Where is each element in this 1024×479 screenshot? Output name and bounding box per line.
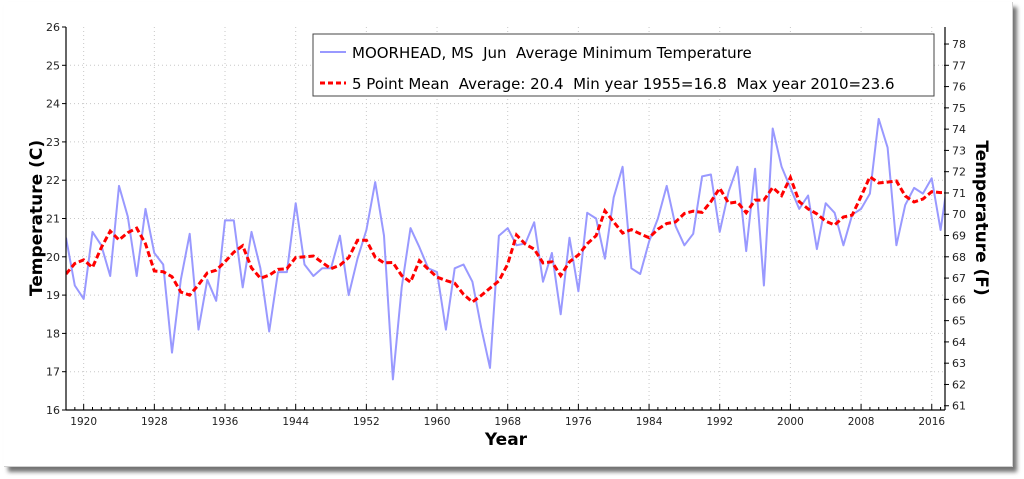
y-axis-left-ticks: 16 17 18 19 20 21 22 23 24 25 26 (46, 21, 66, 417)
y-tick-label: 18 (46, 327, 60, 340)
y-tick-label: 16 (46, 404, 60, 417)
y-axis-right-title: Temperature (F) (971, 140, 991, 295)
x-tick-label: 1968 (494, 416, 521, 428)
x-tick-label: 1936 (212, 416, 239, 428)
legend-label-mean: 5 Point Mean Average: 20.4 Min year 1955… (352, 75, 895, 93)
y-tick-label: 23 (46, 136, 60, 149)
x-tick-label: 1952 (353, 416, 380, 428)
x-axis-title: Year (484, 430, 528, 450)
y-right-tick-label: 68 (952, 251, 966, 264)
y-tick-label: 25 (46, 59, 60, 72)
y-right-tick-label: 64 (952, 336, 966, 349)
y-right-tick-label: 61 (952, 400, 966, 413)
series-mean-line (66, 173, 945, 304)
y-tick-label: 19 (46, 289, 60, 302)
x-tick-label: 1960 (424, 416, 451, 428)
x-tick-label: 1920 (70, 416, 97, 428)
x-tick-label: 1984 (636, 416, 663, 428)
series-layer (66, 117, 945, 381)
y-right-tick-label: 66 (952, 293, 966, 306)
legend: MOORHEAD, MS Jun Average Minimum Tempera… (312, 33, 935, 97)
y-right-tick-label: 78 (952, 38, 966, 51)
y-right-tick-label: 62 (952, 378, 966, 391)
y-axis-right-ticks: 61 62 63 64 65 66 67 68 69 70 71 72 73 74 75 76 77 78 (944, 38, 966, 413)
y-tick-label: 24 (46, 98, 60, 111)
x-axis-ticks: 1920 1928 1936 1944 1952 1960 1968 1976 1984 1992… (65, 404, 945, 428)
y-tick-label: 22 (46, 174, 60, 187)
x-tick-label: 2008 (848, 416, 875, 428)
series-raw-line (66, 117, 945, 381)
y-right-tick-label: 63 (952, 357, 966, 370)
y-right-tick-label: 77 (952, 59, 966, 72)
x-tick-label: 1992 (706, 416, 733, 428)
y-right-tick-label: 65 (952, 315, 966, 328)
legend-label-raw: MOORHEAD, MS Jun Average Minimum Tempera… (352, 44, 752, 62)
x-tick-label: 1976 (565, 416, 592, 428)
y-right-tick-label: 70 (952, 208, 966, 221)
x-tick-label: 2000 (777, 416, 804, 428)
x-tick-label: 2016 (918, 416, 945, 428)
y-tick-label: 21 (46, 213, 60, 226)
y-right-tick-label: 76 (952, 81, 966, 94)
y-tick-label: 26 (46, 21, 60, 34)
x-tick-label: 1928 (141, 416, 168, 428)
y-right-tick-label: 71 (952, 187, 966, 200)
y-tick-label: 17 (46, 366, 60, 379)
legend-box (312, 33, 935, 97)
y-right-tick-label: 67 (952, 272, 966, 285)
x-tick-label: 1944 (282, 416, 309, 428)
y-tick-label: 20 (46, 251, 60, 264)
y-right-tick-label: 72 (952, 166, 966, 179)
y-axis-left-title: Temperature (C) (27, 140, 47, 296)
y-right-tick-label: 69 (952, 230, 966, 243)
y-right-tick-label: 73 (952, 144, 966, 157)
y-right-tick-label: 75 (952, 102, 966, 115)
y-right-tick-label: 74 (952, 123, 966, 136)
